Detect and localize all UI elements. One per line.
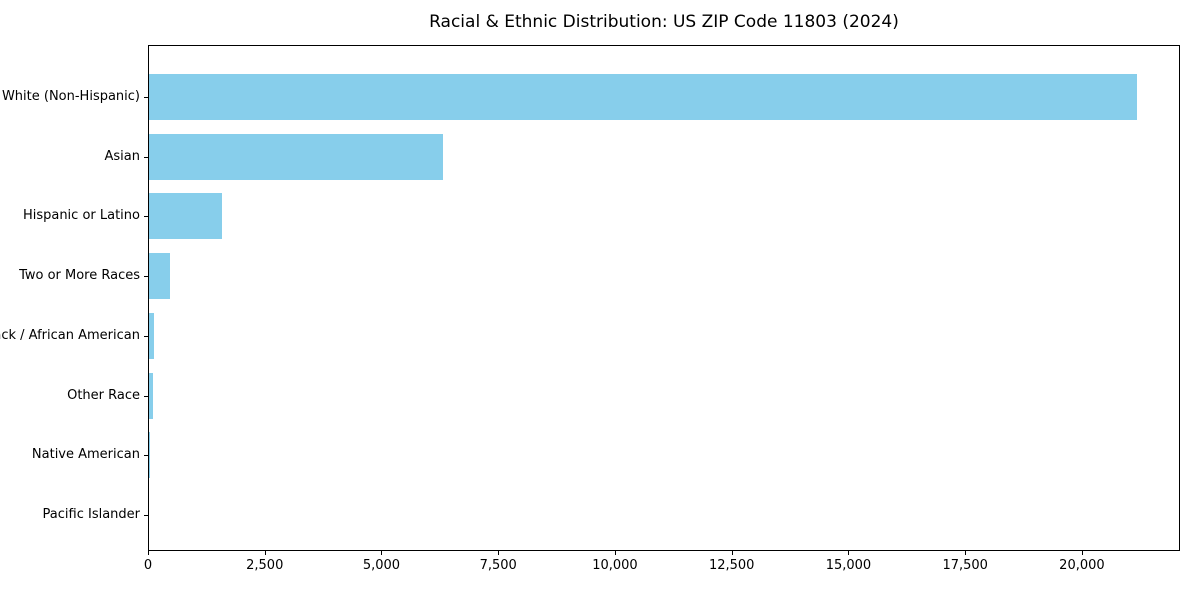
bar: [149, 372, 154, 419]
bar: [149, 312, 155, 359]
x-tick-mark: [848, 551, 850, 555]
y-tick-label: Native American: [31, 447, 140, 463]
chart-title: Racial & Ethnic Distribution: US ZIP Cod…: [429, 12, 899, 32]
x-tick-mark: [731, 551, 733, 555]
x-tick-mark: [148, 551, 149, 555]
x-tick-label: 7,500: [479, 558, 517, 573]
x-tick-label: 0: [143, 558, 153, 573]
bar: [149, 193, 222, 240]
y-tick-mark: [144, 97, 148, 98]
x-tick-mark: [381, 551, 383, 555]
x-tick-mark: [264, 551, 266, 555]
y-tick-label: Other Race: [67, 387, 140, 403]
x-tick-mark: [498, 551, 500, 555]
bar: [149, 133, 444, 180]
y-tick-label: Hispanic or Latino: [22, 208, 140, 224]
bar: [149, 253, 171, 300]
y-tick-label: Two or More Races: [19, 268, 140, 284]
y-tick-mark: [144, 276, 148, 278]
y-tick-label: Pacific Islander: [42, 507, 140, 522]
x-tick-label: 20,000: [1059, 558, 1105, 573]
x-tick-label: 2,500: [246, 558, 284, 573]
y-tick-mark: [144, 156, 148, 158]
bar: [149, 74, 1137, 120]
y-tick-mark: [144, 216, 148, 218]
x-tick-mark: [1081, 551, 1083, 555]
y-tick-mark: [144, 515, 148, 516]
x-tick-label: 12,500: [708, 558, 755, 573]
x-tick-label: 10,000: [592, 558, 638, 573]
y-tick-mark: [144, 455, 148, 457]
x-tick-mark: [965, 551, 967, 555]
y-tick-mark: [144, 335, 148, 337]
y-tick-label: Black / African American: [0, 327, 140, 343]
y-tick-label: White (Non-Hispanic): [1, 89, 140, 104]
bar: [149, 432, 150, 479]
x-tick-mark: [614, 551, 616, 555]
y-tick-mark: [144, 395, 148, 397]
x-tick-label: 5,000: [362, 558, 401, 573]
x-tick-label: 15,000: [825, 558, 872, 573]
x-tick-label: 17,500: [942, 558, 988, 573]
y-tick-label: Asian: [104, 148, 140, 164]
plot-area: [148, 45, 1180, 551]
